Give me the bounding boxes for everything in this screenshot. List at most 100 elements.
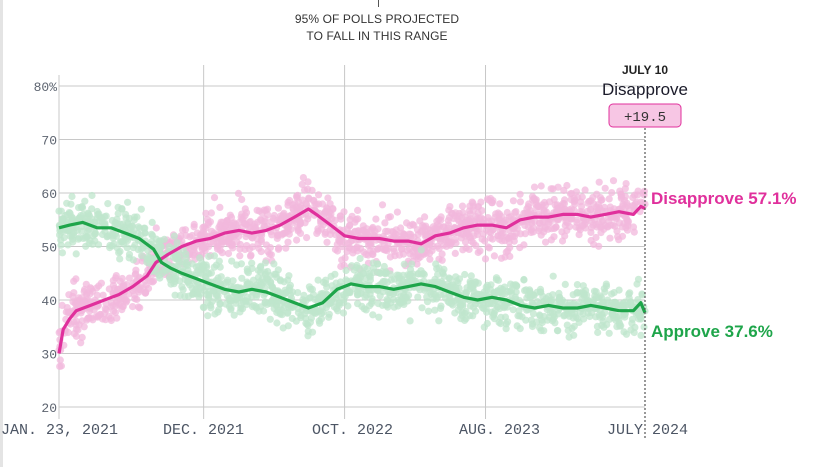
poll-dot (116, 255, 124, 263)
poll-dot (601, 184, 609, 192)
poll-dot (193, 290, 201, 298)
poll-dot (613, 227, 621, 235)
poll-dot (112, 272, 120, 280)
poll-dot (406, 317, 414, 325)
poll-dot (429, 223, 437, 231)
poll-dot (362, 291, 370, 299)
poll-dot (507, 286, 516, 294)
poll-dot (116, 300, 124, 308)
x-tick-label: JAN. 23, 2021 (1, 422, 118, 439)
poll-dot (308, 328, 317, 336)
poll-dot (428, 247, 436, 255)
poll-dot (72, 275, 80, 283)
annotation-value: +19.5 (624, 110, 666, 126)
poll-dot (116, 247, 124, 256)
poll-dot (291, 200, 299, 208)
poll-dot (206, 301, 215, 309)
poll-dot (600, 285, 608, 293)
poll-dot (107, 314, 115, 322)
poll-dot (628, 315, 637, 323)
poll-dot (467, 282, 475, 291)
poll-dot (451, 249, 459, 257)
end-label-disapprove: Disapprove 57.1% (651, 189, 797, 208)
poll-dot (253, 218, 262, 226)
poll-dot (399, 271, 407, 279)
poll-dot (413, 260, 421, 268)
poll-dot (298, 180, 306, 188)
poll-dot (563, 181, 571, 190)
poll-dot (509, 306, 517, 314)
poll-dot (279, 324, 287, 332)
poll-dot (331, 270, 339, 278)
poll-dot (478, 207, 486, 215)
poll-dot (171, 291, 179, 299)
poll-dot (469, 239, 477, 247)
poll-dot (354, 215, 362, 223)
poll-dot (314, 295, 322, 303)
poll-dot (173, 239, 181, 247)
annotation-value-box (608, 103, 682, 128)
poll-dot (91, 230, 99, 238)
poll-dot (386, 291, 394, 299)
poll-dot (118, 205, 126, 213)
annotation-label: Disapprove (602, 80, 688, 99)
poll-dot (69, 238, 77, 246)
trend-lines (57, 204, 647, 354)
poll-dot (629, 223, 638, 231)
poll-dot (261, 268, 269, 276)
poll-dot (77, 339, 85, 347)
poll-dot (440, 241, 448, 249)
poll-dot (362, 274, 370, 283)
poll-dot (77, 212, 85, 220)
annotation: JULY 10 Disapprove +19.5 (602, 63, 688, 440)
poll-dot (414, 231, 422, 239)
poll-dot (328, 298, 336, 306)
poll-dot (131, 270, 139, 279)
poll-dot (566, 223, 574, 231)
poll-dot (88, 215, 96, 223)
poll-dot (372, 215, 380, 223)
poll-dot (196, 254, 204, 262)
poll-dot (534, 202, 542, 210)
poll-dot (606, 234, 614, 242)
poll-dot (616, 187, 624, 195)
axes: 20 30 40 50 60 70 80% JAN. 23, 2021 DEC. 2021 OCT… (1, 80, 688, 439)
poll-dot (569, 300, 577, 309)
poll-dot (107, 303, 115, 311)
poll-dot (125, 254, 133, 262)
poll-dot (624, 220, 632, 228)
poll-dot (147, 230, 156, 238)
poll-dot (216, 300, 224, 308)
poll-dot (314, 276, 322, 284)
poll-dot (407, 233, 415, 241)
y-tick-label: 70 (41, 134, 57, 149)
poll-dot (509, 197, 517, 205)
poll-dot (578, 202, 586, 210)
poll-dot (418, 304, 426, 312)
poll-dot (58, 249, 66, 257)
poll-dot (579, 282, 587, 290)
poll-dot (322, 276, 330, 284)
poll-dot (452, 273, 460, 281)
poll-dot (254, 240, 262, 248)
poll-dot (529, 224, 538, 232)
poll-dot (599, 216, 607, 225)
poll-dot (266, 315, 274, 323)
poll-dot (497, 320, 505, 328)
poll-dot (384, 227, 392, 235)
poll-dot (106, 241, 114, 250)
poll-dot (497, 254, 505, 262)
poll-dot (210, 194, 219, 202)
poll-dot (209, 287, 217, 295)
poll-dot (467, 272, 475, 280)
poll-dot (199, 261, 208, 269)
end-label-approve: Approve 37.6% (651, 322, 773, 341)
poll-dot (406, 222, 414, 230)
poll-dot (304, 215, 312, 223)
poll-dot (530, 195, 538, 203)
poll-dot (229, 219, 237, 227)
poll-dot (83, 316, 91, 324)
poll-dot (535, 224, 544, 232)
poll-dot (356, 254, 364, 263)
poll-dot (378, 201, 387, 209)
